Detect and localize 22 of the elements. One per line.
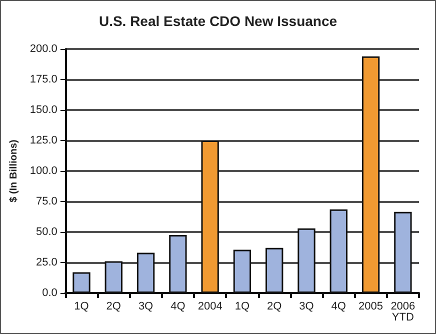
y-tick-label: 0.0 [42, 287, 58, 299]
x-tick-label: 3Q [138, 300, 154, 312]
x-tick-label: 2Q [106, 300, 122, 312]
y-tick-label: 100.0 [30, 165, 58, 177]
x-tick-label: 3Q [299, 300, 314, 312]
x-tick-label: 1Q [74, 300, 90, 312]
x-tick-label: 2004 [198, 300, 222, 312]
x-tick-label: 2Q [267, 300, 282, 312]
y-axis-title: $ (In Billions) [8, 140, 20, 202]
y-tick-label: 200.0 [30, 43, 58, 55]
y-tick-label: 150.0 [30, 104, 58, 116]
x-tick-label: 4Q [331, 300, 346, 312]
x-tick-label: 2005 [358, 300, 384, 312]
y-tick-label: 75.0 [36, 196, 58, 208]
y-tick-label: 175.0 [30, 74, 58, 86]
x-tick-label: 2006 YTD [390, 300, 416, 324]
x-tick-label: 1Q [234, 300, 250, 312]
y-tick-label: 125.0 [30, 134, 58, 146]
x-tick-label: 4Q [170, 300, 186, 312]
y-tick-label: 25.0 [36, 256, 58, 268]
y-tick-label: 50.0 [36, 226, 58, 238]
chart-title: U.S. Real Estate CDO New Issuance [98, 13, 338, 29]
